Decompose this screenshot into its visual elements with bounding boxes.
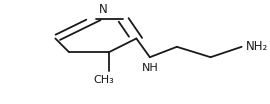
Text: N: N <box>99 3 107 16</box>
Text: CH₃: CH₃ <box>94 75 114 85</box>
Text: NH: NH <box>141 63 158 73</box>
Text: NH₂: NH₂ <box>246 40 268 53</box>
